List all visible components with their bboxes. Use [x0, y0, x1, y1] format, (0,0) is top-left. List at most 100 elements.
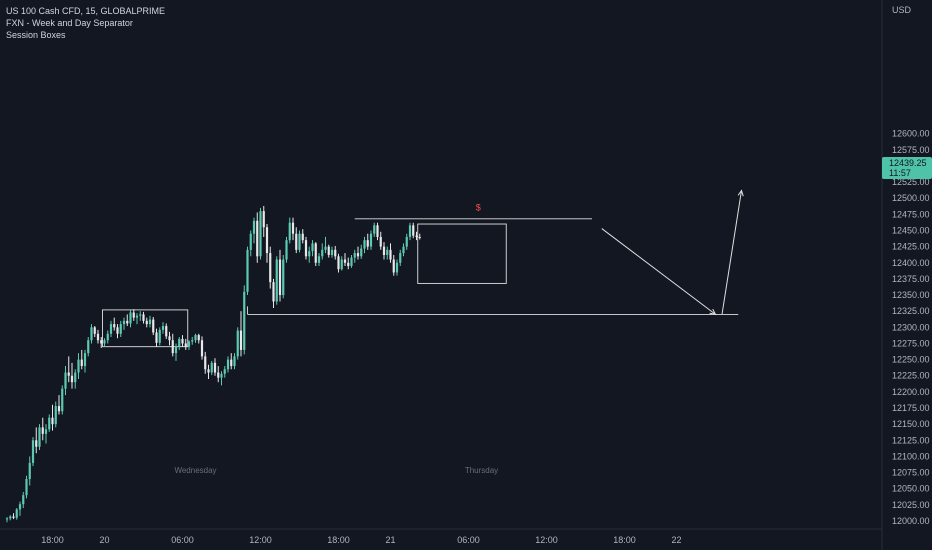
candle-body	[415, 235, 418, 237]
time-tick-label: 18:00	[613, 535, 636, 545]
candle-body	[15, 509, 18, 518]
last-price-tag: 12439.25 11:57	[882, 157, 932, 179]
time-tick-label: 06:00	[457, 535, 480, 545]
price-tick-label: 12525.00	[892, 177, 930, 187]
candle-body	[191, 340, 194, 342]
projection-arrow-shaft	[721, 190, 742, 315]
candle-body	[347, 262, 350, 266]
candle-body	[321, 249, 324, 257]
price-tick-label: 12100.00	[892, 451, 930, 461]
candle-body	[83, 353, 87, 367]
price-tick-label: 12375.00	[892, 274, 930, 284]
candle-body	[129, 312, 132, 324]
price-tick-label: 12575.00	[892, 145, 930, 155]
candle-body	[194, 335, 197, 341]
session-box	[102, 309, 189, 348]
candle-body	[220, 373, 223, 378]
projection-arrow-head	[709, 308, 717, 316]
candle-body	[181, 338, 184, 344]
candle-body	[109, 324, 113, 334]
candle-body	[337, 256, 340, 270]
candle-body	[25, 479, 28, 496]
candle-body	[103, 340, 106, 344]
candle-body	[184, 343, 187, 347]
candle-body	[93, 327, 96, 334]
candle-body	[288, 222, 291, 241]
candle-body	[399, 253, 402, 263]
candle-body	[223, 369, 226, 374]
candle-body	[308, 251, 311, 257]
candle-body	[262, 211, 265, 228]
candle-body	[233, 356, 236, 367]
currency-label: USD	[892, 5, 912, 15]
price-tick-label: 12475.00	[892, 209, 930, 219]
candle-body	[350, 257, 353, 266]
price-tick-label: 12400.00	[892, 258, 930, 268]
candle-body	[74, 372, 77, 383]
time-axis[interactable]: 18:00 20 06:00 12:00 18:00 21 06:00 12:00 18:00 2…	[41, 535, 681, 545]
indicator-session-boxes[interactable]: Session Boxes	[6, 30, 66, 40]
candle-body	[158, 329, 161, 343]
liquidity-marker: $	[476, 202, 481, 212]
candle-body	[113, 324, 116, 328]
candle-body	[363, 240, 366, 249]
candle-body	[278, 259, 282, 296]
candle-body	[44, 429, 48, 434]
candle-body	[360, 248, 363, 257]
symbol-title[interactable]: US 100 Cash CFD, 15, GLOBALPRIME	[6, 6, 166, 16]
candle-body	[207, 369, 210, 373]
candle-body	[41, 427, 44, 434]
candle-body	[135, 315, 139, 318]
candle-body	[402, 246, 405, 254]
bar-countdown: 11:57	[889, 168, 911, 178]
candle-body	[35, 440, 38, 447]
candle-body	[282, 259, 285, 296]
candle-body	[22, 495, 25, 505]
candle-body	[70, 375, 74, 383]
candle-body	[187, 341, 191, 347]
candle-body	[18, 504, 22, 510]
candle-body	[252, 220, 256, 234]
price-tick-label: 12175.00	[892, 403, 930, 413]
price-tick-label: 12250.00	[892, 355, 930, 365]
candle-body	[200, 340, 204, 357]
candle-body	[142, 314, 145, 321]
indicator-week-day-separator[interactable]: FXN - Week and Day Separator	[6, 18, 133, 28]
candle-body	[379, 236, 382, 247]
session-boxes-layer	[102, 223, 507, 348]
candle-body	[314, 243, 317, 263]
candle-body	[353, 253, 356, 258]
candle-body	[28, 462, 31, 480]
time-tick-label: 12:00	[249, 535, 272, 545]
candle-body	[161, 326, 165, 330]
candle-body	[31, 440, 35, 463]
candle-body	[298, 233, 301, 250]
candle-body	[165, 326, 168, 337]
candle-body	[295, 233, 298, 250]
candle-body	[405, 236, 408, 247]
time-tick-label: 22	[671, 535, 681, 545]
candle-body	[67, 372, 70, 376]
candle-body	[226, 359, 230, 370]
candle-body	[116, 327, 119, 334]
time-tick-label: 21	[385, 535, 395, 545]
time-tick-label: 06:00	[171, 535, 194, 545]
candle-body	[106, 333, 109, 341]
candle-body	[155, 332, 158, 343]
price-axis[interactable]: 12000.00 12025.00 12050.00 12075.00 12100.00…	[892, 129, 930, 526]
candle-body	[373, 225, 376, 234]
candle-body	[38, 427, 41, 447]
projection-arrow-shaft	[601, 228, 716, 315]
candle-body	[96, 333, 100, 341]
candle-body	[217, 372, 220, 378]
candle-body	[285, 240, 288, 260]
candle-body	[213, 362, 217, 373]
candle-body	[324, 246, 327, 250]
candle-body	[389, 249, 392, 260]
candles-layer	[5, 205, 421, 523]
candle-body	[256, 220, 259, 257]
price-tick-label: 12025.00	[892, 500, 930, 510]
day-label: Thursday	[465, 466, 498, 475]
